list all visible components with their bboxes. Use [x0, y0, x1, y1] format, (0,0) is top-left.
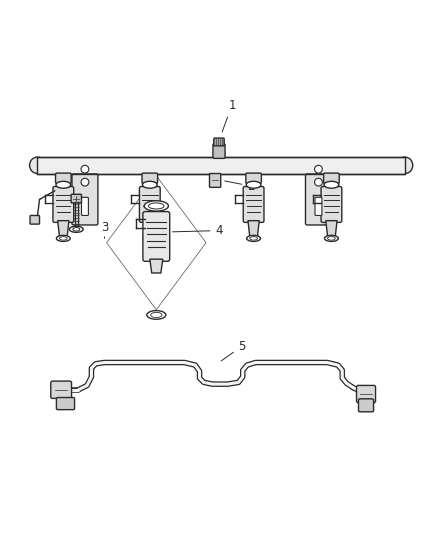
FancyBboxPatch shape	[30, 215, 39, 224]
Ellipse shape	[328, 237, 336, 240]
Text: 2: 2	[225, 180, 254, 192]
FancyBboxPatch shape	[213, 144, 225, 158]
FancyBboxPatch shape	[359, 399, 374, 412]
FancyBboxPatch shape	[243, 187, 264, 222]
Bar	[37, 157, 405, 174]
FancyBboxPatch shape	[51, 381, 71, 398]
FancyBboxPatch shape	[71, 195, 81, 203]
Ellipse shape	[325, 236, 338, 241]
FancyBboxPatch shape	[56, 173, 71, 183]
Text: 1: 1	[222, 99, 236, 132]
FancyBboxPatch shape	[57, 398, 74, 410]
Text: 5: 5	[221, 340, 246, 361]
Polygon shape	[58, 221, 69, 236]
FancyBboxPatch shape	[214, 138, 224, 146]
Ellipse shape	[247, 236, 261, 241]
Ellipse shape	[146, 237, 154, 240]
Ellipse shape	[30, 157, 45, 174]
FancyBboxPatch shape	[315, 197, 322, 215]
Ellipse shape	[147, 311, 166, 319]
Ellipse shape	[397, 157, 413, 174]
Polygon shape	[326, 221, 337, 236]
Ellipse shape	[143, 236, 157, 241]
FancyBboxPatch shape	[305, 174, 332, 225]
Polygon shape	[144, 221, 155, 236]
Ellipse shape	[324, 181, 339, 188]
FancyBboxPatch shape	[246, 173, 261, 183]
Ellipse shape	[250, 237, 258, 240]
Ellipse shape	[314, 178, 322, 186]
FancyBboxPatch shape	[143, 212, 170, 261]
Ellipse shape	[144, 201, 168, 211]
FancyBboxPatch shape	[209, 174, 221, 188]
Polygon shape	[150, 259, 163, 273]
Ellipse shape	[246, 181, 261, 188]
FancyBboxPatch shape	[324, 173, 339, 183]
FancyBboxPatch shape	[139, 187, 160, 222]
FancyBboxPatch shape	[53, 187, 74, 222]
Ellipse shape	[56, 181, 71, 188]
Ellipse shape	[69, 227, 83, 232]
Ellipse shape	[314, 165, 322, 173]
Ellipse shape	[73, 228, 80, 231]
Text: 4: 4	[173, 224, 223, 237]
Ellipse shape	[60, 237, 67, 240]
FancyBboxPatch shape	[321, 187, 342, 222]
Polygon shape	[248, 221, 259, 236]
Ellipse shape	[57, 236, 70, 241]
Ellipse shape	[142, 181, 157, 188]
FancyBboxPatch shape	[357, 385, 375, 403]
FancyBboxPatch shape	[142, 173, 158, 183]
Ellipse shape	[81, 165, 89, 173]
Text: 3: 3	[101, 221, 109, 238]
Ellipse shape	[151, 312, 162, 318]
FancyBboxPatch shape	[81, 197, 88, 215]
Ellipse shape	[148, 203, 164, 209]
Ellipse shape	[81, 178, 89, 186]
FancyBboxPatch shape	[72, 174, 98, 225]
